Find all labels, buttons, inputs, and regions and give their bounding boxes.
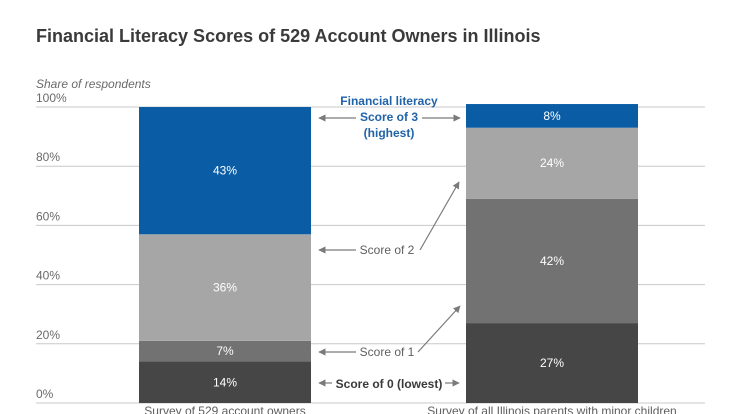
data-label: 27% [540, 356, 564, 370]
data-label: 8% [543, 109, 561, 123]
bar-segment [466, 127, 638, 199]
annotation-score3: (highest) [364, 126, 415, 140]
data-label: 42% [540, 254, 564, 268]
annotation-arrow [419, 181, 460, 251]
y-tick-label: 60% [36, 209, 60, 223]
bar-segment [139, 340, 311, 362]
data-label: 7% [216, 344, 234, 358]
category-label: Survey of 529 account owners [144, 404, 305, 414]
bar-segment [466, 198, 638, 324]
y-axis-label: Share of respondents [36, 77, 151, 91]
y-tick-label: 20% [36, 328, 60, 342]
annotation-score3: Financial literacy [340, 94, 438, 108]
bar-segment [139, 234, 311, 341]
annotation-arrow [417, 305, 461, 353]
data-label: 43% [213, 164, 237, 178]
bar-segment [139, 107, 311, 235]
data-label: 24% [540, 156, 564, 170]
bar-segment [466, 104, 638, 128]
annotation-score0: Score of 0 (lowest) [336, 377, 443, 391]
annotation-score1: Score of 1 [360, 345, 415, 359]
category-label: Survey of all Illinois parents with mino… [427, 404, 676, 414]
annotation-score3: Score of 3 [360, 110, 418, 124]
bar-segment [466, 323, 638, 403]
bar-segment [139, 361, 311, 403]
data-label: 36% [213, 281, 237, 295]
annotation-score2: Score of 2 [360, 243, 415, 257]
y-tick-label: 0% [36, 387, 54, 401]
y-tick-label: 100% [36, 91, 67, 105]
data-label: 14% [213, 375, 237, 389]
chart-title: Financial Literacy Scores of 529 Account… [36, 26, 541, 46]
y-tick-label: 40% [36, 269, 60, 283]
y-tick-label: 80% [36, 150, 60, 164]
